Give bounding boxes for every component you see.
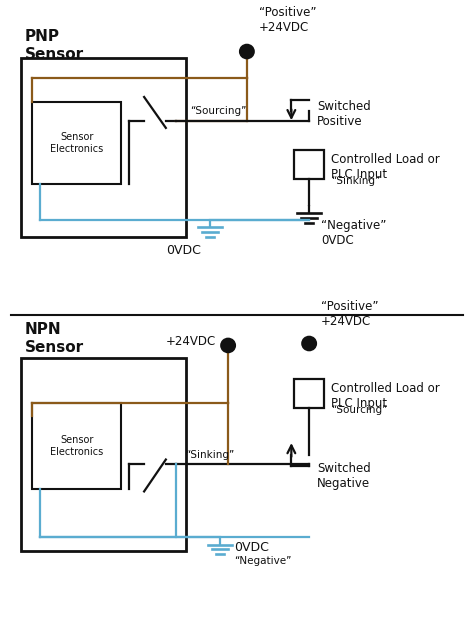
Bar bbox=[20, 358, 186, 552]
Circle shape bbox=[221, 339, 235, 352]
Text: “Sourcing”: “Sourcing” bbox=[191, 106, 247, 116]
Text: NPN
Sensor: NPN Sensor bbox=[25, 322, 83, 355]
Text: Sensor
Electronics: Sensor Electronics bbox=[50, 435, 103, 457]
Text: “Positive”
+24VDC: “Positive” +24VDC bbox=[259, 6, 316, 34]
Circle shape bbox=[302, 337, 316, 350]
Text: “Negative”: “Negative” bbox=[234, 556, 292, 566]
Text: PNP
Sensor: PNP Sensor bbox=[25, 29, 83, 62]
Bar bbox=[294, 150, 324, 179]
Bar bbox=[32, 404, 121, 489]
Circle shape bbox=[240, 45, 254, 58]
Text: Controlled Load or
PLC Input: Controlled Load or PLC Input bbox=[331, 153, 440, 181]
Text: 0VDC: 0VDC bbox=[166, 244, 201, 257]
Text: “Sourcing”: “Sourcing” bbox=[331, 405, 387, 415]
Text: 0VDC: 0VDC bbox=[234, 540, 269, 553]
Text: “Negative”
0VDC: “Negative” 0VDC bbox=[321, 219, 386, 247]
Text: “Sinking”: “Sinking” bbox=[331, 176, 380, 186]
Bar bbox=[294, 379, 324, 408]
Text: Sensor
Electronics: Sensor Electronics bbox=[50, 131, 103, 154]
Text: “Positive”
+24VDC: “Positive” +24VDC bbox=[321, 300, 379, 328]
Text: Switched
Negative: Switched Negative bbox=[317, 462, 371, 491]
Bar bbox=[32, 102, 121, 184]
Text: Switched
Positive: Switched Positive bbox=[317, 100, 371, 128]
Text: “Sinking”: “Sinking” bbox=[186, 450, 235, 460]
Text: +24VDC: +24VDC bbox=[166, 335, 216, 348]
Bar bbox=[20, 58, 186, 237]
Text: Controlled Load or
PLC Input: Controlled Load or PLC Input bbox=[331, 382, 440, 410]
